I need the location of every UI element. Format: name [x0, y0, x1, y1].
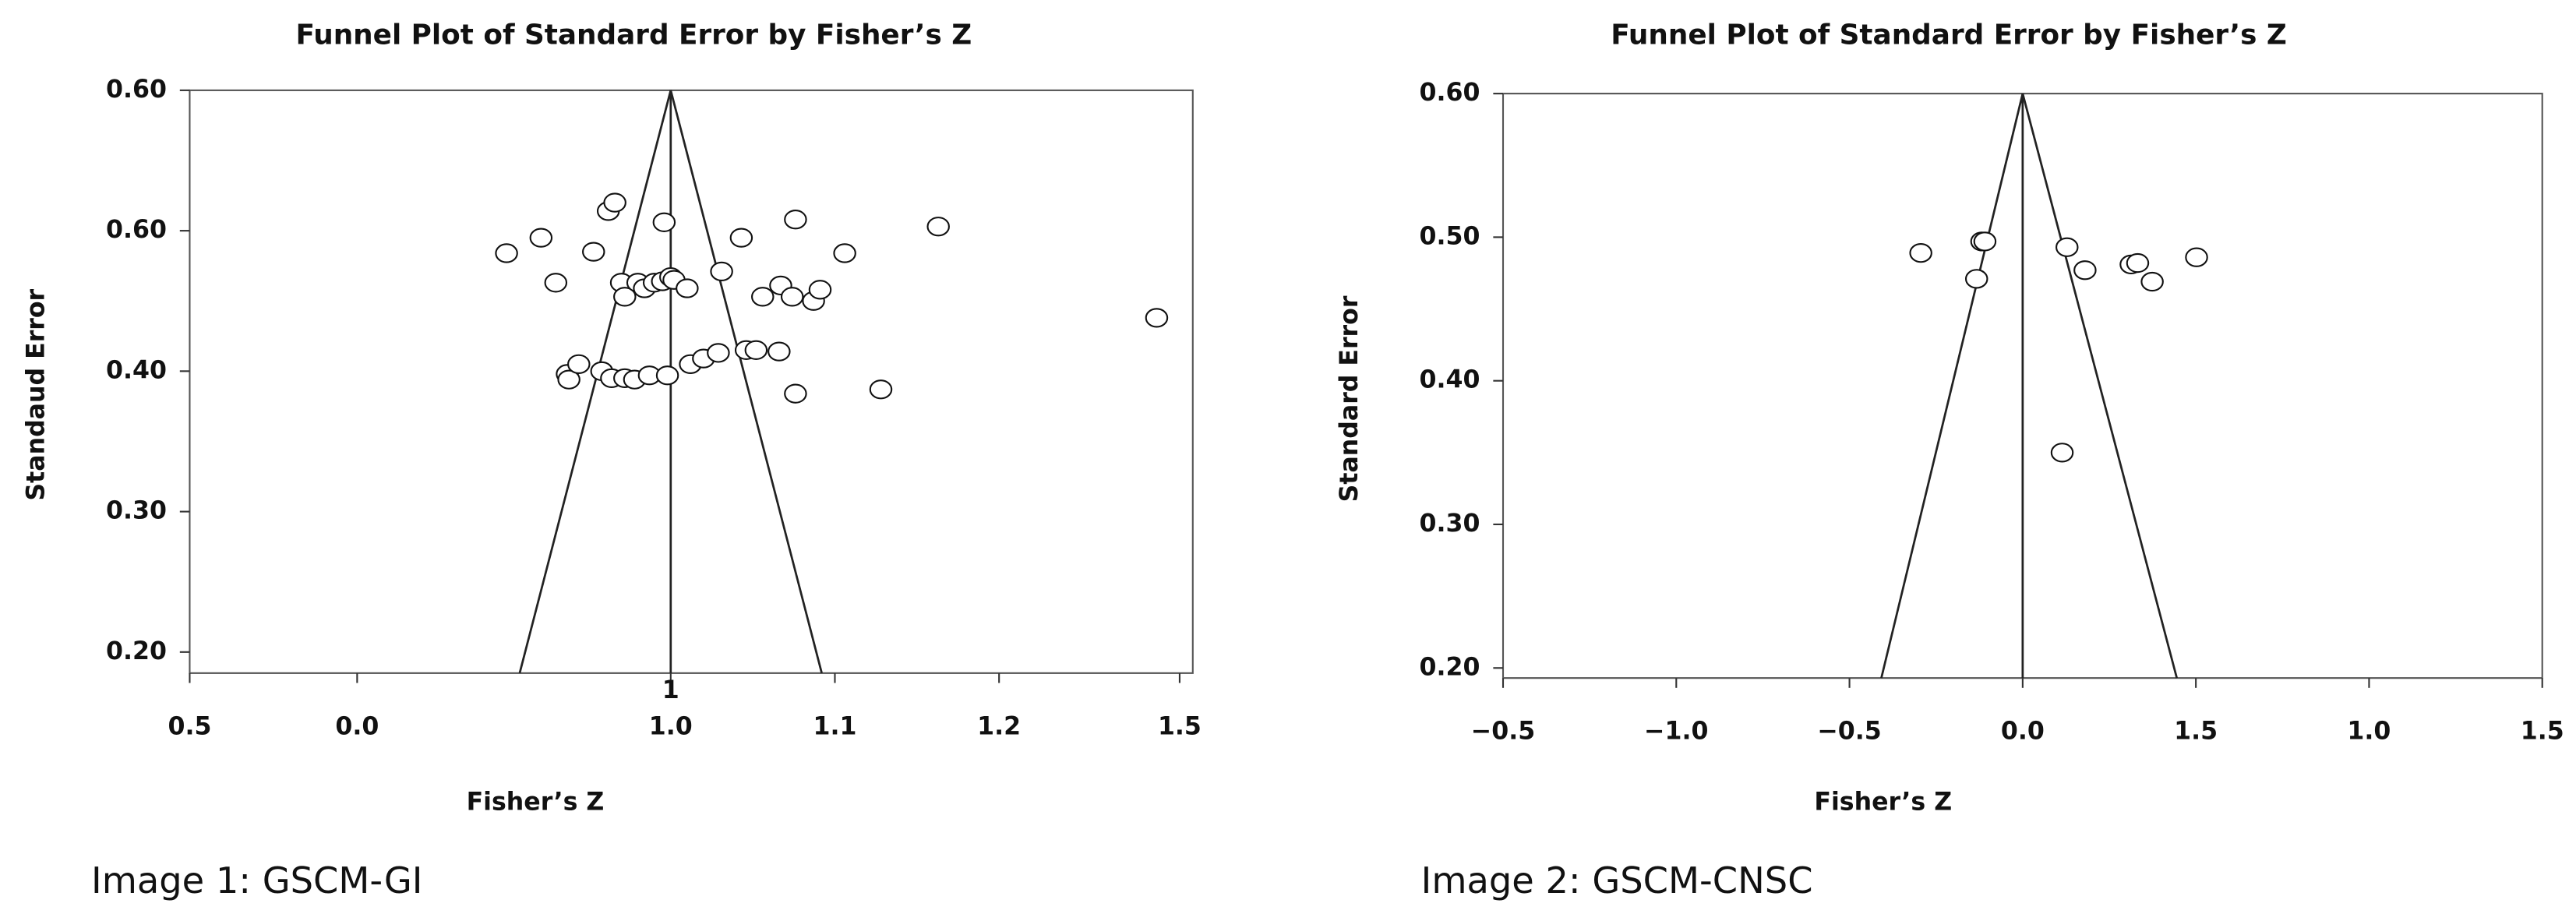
x-axis-label: Fisher’s Z — [1814, 788, 1952, 816]
point — [1973, 231, 1997, 252]
y-tick-label: 0.50 — [1420, 222, 1480, 250]
point — [2073, 260, 2097, 281]
chart-title: Funnel Plot of Standard Error by Fisher’… — [1611, 19, 2287, 51]
y-tick-label: 0.40 — [1420, 366, 1480, 394]
x-tick-label: −0.5 — [1471, 718, 1535, 746]
funnel-left — [1880, 93, 2024, 679]
x-tick-label: 0.5 — [168, 712, 211, 740]
x-tick-label: 0.0 — [335, 712, 379, 740]
point — [2050, 443, 2074, 463]
point — [2126, 252, 2150, 273]
x-tick-label: 1.2 — [977, 712, 1021, 740]
point — [676, 278, 699, 298]
y-tick-label: 0.30 — [106, 497, 167, 525]
funnel-right — [669, 90, 823, 674]
caption: Image 2: GSCM-CNSC — [1421, 859, 1813, 902]
x-tick-label: 1.0 — [649, 712, 693, 740]
point — [1145, 308, 1169, 328]
point — [652, 212, 676, 232]
point — [833, 243, 856, 263]
point — [784, 383, 807, 404]
point — [495, 243, 518, 263]
point — [729, 228, 753, 248]
point — [567, 354, 591, 374]
y-tick-label: 0.60 — [106, 216, 167, 244]
point — [2140, 271, 2164, 292]
x-tick-label: 1.0 — [2347, 718, 2391, 746]
y-tick-label: 0.20 — [106, 637, 167, 665]
caption: Image 1: GSCM-GI — [91, 859, 422, 902]
funnel-left — [518, 90, 672, 674]
x-tick-label: −1.0 — [1644, 718, 1708, 746]
point — [710, 261, 733, 282]
y-tick-label: 0.30 — [1420, 510, 1480, 538]
point — [2056, 237, 2079, 257]
chart-title: Funnel Plot of Standard Error by Fisher’… — [296, 19, 972, 51]
point — [613, 287, 637, 307]
point — [529, 228, 553, 248]
x-tick-label: 1.5 — [2174, 718, 2218, 746]
x-tick-label: 1.5 — [1158, 712, 1202, 740]
point — [869, 379, 893, 400]
x-tick-label: −0.5 — [1817, 718, 1881, 746]
point — [784, 210, 807, 230]
plot-frame — [189, 89, 1194, 674]
x-axis-label: Fisher’s Z — [467, 788, 605, 816]
y-tick-label: 0.60 — [106, 76, 167, 104]
x-tick-label: 0.0 — [2001, 718, 2045, 746]
point — [707, 343, 730, 363]
point — [926, 217, 950, 237]
y-tick-label: 0.60 — [1420, 79, 1480, 107]
point — [1909, 243, 1932, 263]
point — [751, 287, 775, 307]
y-tick-label: 0.20 — [1420, 653, 1480, 681]
y-axis-label: Standaud Error — [23, 288, 51, 500]
point — [603, 192, 626, 213]
y-axis-label: Standard Error — [1336, 295, 1364, 502]
point — [655, 365, 679, 386]
point — [780, 287, 804, 307]
annotation: 1 — [662, 676, 679, 704]
point — [768, 341, 791, 362]
y-tick-label: 0.40 — [106, 356, 167, 384]
point — [2185, 247, 2208, 267]
point — [544, 273, 568, 293]
funnel-right — [2021, 93, 2179, 679]
point — [1964, 269, 1988, 289]
point — [557, 369, 580, 390]
point — [582, 242, 605, 262]
point — [808, 280, 832, 300]
point — [744, 340, 768, 360]
x-tick-label: 1.1 — [813, 712, 856, 740]
x-tick-label: 1.5 — [2521, 718, 2564, 746]
